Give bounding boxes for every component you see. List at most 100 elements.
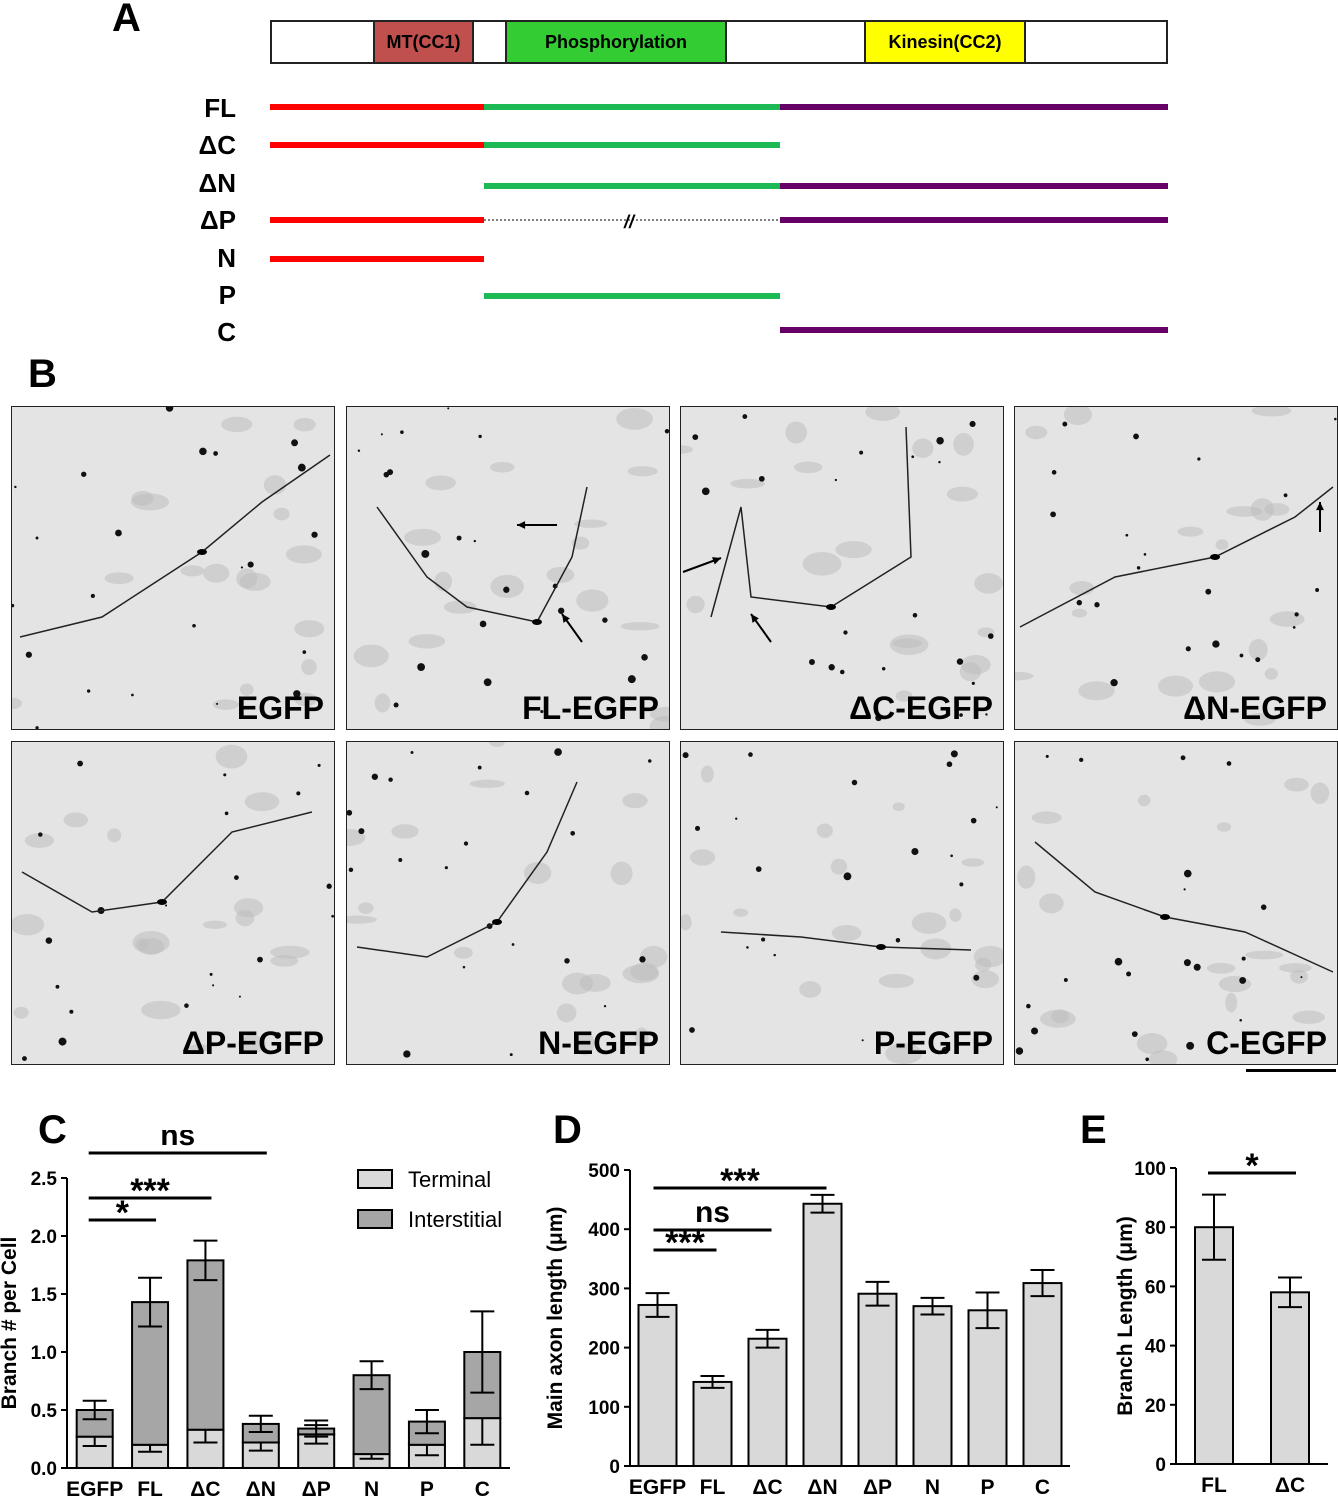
background-cell: [13, 1006, 29, 1019]
legend-label: Interstitial: [408, 1207, 502, 1232]
branch-arrow: [1316, 502, 1324, 532]
debris-dot: [45, 937, 53, 944]
debris-dot: [1079, 757, 1084, 763]
debris-dot: [184, 1003, 189, 1008]
x-tick-label: ΔP: [863, 1476, 892, 1499]
debris-dot: [971, 681, 975, 685]
debris-dot: [1315, 588, 1320, 592]
debris-dot: [1239, 653, 1244, 658]
x-tick-label: ΔN: [807, 1476, 837, 1499]
x-tick-label: FL: [700, 1476, 726, 1499]
debris-dot: [761, 937, 766, 942]
background-cell: [730, 478, 765, 489]
background-cell: [1069, 581, 1095, 596]
x-tick-label: ΔC: [752, 1476, 782, 1499]
debris-dot: [77, 760, 83, 767]
background-cell: [374, 693, 391, 713]
debris-dot: [383, 471, 390, 478]
bar: [857, 1292, 898, 1467]
debris-dot: [1051, 470, 1057, 475]
background-cell: [961, 858, 985, 867]
background-cell: [1063, 407, 1093, 426]
background-cell: [1216, 822, 1232, 832]
background-cell: [443, 600, 477, 614]
branch-arrow: [517, 521, 557, 529]
mt-domain: MT(CC1): [373, 22, 474, 62]
debris-dot: [393, 702, 399, 708]
debris-dot: [843, 872, 852, 881]
background-cell: [579, 974, 611, 992]
background-cell: [640, 945, 668, 968]
background-cell: [556, 1003, 577, 1023]
micrograph-label: N-EGFP: [538, 1025, 659, 1061]
background-cell: [892, 802, 905, 812]
y-tick-label: 0.5: [31, 1401, 58, 1422]
legend-label: Terminal: [408, 1167, 491, 1192]
micrograph-label: ΔC-EGFP: [849, 690, 993, 726]
background-cell: [1136, 1033, 1168, 1055]
debris-dot: [456, 535, 462, 541]
micrograph-label: ΔN-EGFP: [1183, 690, 1327, 726]
error-bar: [1202, 1193, 1226, 1261]
debris-dot: [326, 883, 332, 889]
scale-bar: [1246, 1069, 1336, 1072]
construct-label-fl: FL: [204, 93, 236, 123]
debris-dot: [371, 773, 379, 780]
debris-dot: [1062, 421, 1068, 427]
background-cell: [263, 475, 287, 495]
debris-dot: [1193, 963, 1201, 971]
error-bar: [700, 1375, 725, 1389]
debris-dot: [90, 593, 95, 599]
neuron-axon: [1034, 841, 1334, 973]
y-tick-label: 100: [1134, 1159, 1166, 1180]
debris-dot: [639, 956, 646, 963]
bar: [912, 1305, 953, 1467]
background-cell: [885, 1043, 923, 1064]
debris-dot: [1063, 977, 1068, 982]
debris-dot: [748, 752, 753, 757]
background-cell: [408, 634, 446, 649]
significance-label: ns: [695, 1196, 730, 1229]
background-cell: [12, 697, 23, 710]
debris-dot: [1136, 566, 1141, 570]
panel-d-letter: D: [553, 1108, 582, 1152]
background-cell: [294, 620, 325, 638]
background-cell: [949, 908, 962, 922]
micrograph-label: C-EGFP: [1206, 1025, 1327, 1061]
background-cell: [616, 408, 653, 430]
debris-dot: [1239, 1018, 1243, 1022]
y-tick-label: 2.0: [31, 1227, 57, 1248]
debris-dot: [911, 847, 919, 856]
debris-dot: [302, 650, 307, 654]
debris-dot: [1126, 971, 1132, 977]
y-tick-label: 200: [588, 1339, 620, 1360]
background-cell: [1198, 671, 1236, 693]
x-tick-label: P: [420, 1478, 434, 1500]
construct-label-delta-c: ΔC: [198, 130, 236, 160]
gap-mark: //: [623, 212, 636, 232]
debris-dot: [447, 407, 450, 410]
debris-dot: [995, 806, 998, 809]
debris-dot: [131, 693, 134, 697]
debris-dot: [554, 748, 562, 756]
background-cell: [453, 946, 473, 959]
debris-dot: [421, 549, 430, 558]
background-cell: [104, 572, 134, 585]
background-cell: [1284, 777, 1309, 792]
debris-dot: [1050, 511, 1056, 518]
background-cell: [1137, 794, 1151, 807]
debris-dot: [1226, 761, 1232, 766]
background-cell: [634, 1027, 649, 1048]
debris-dot: [1185, 646, 1191, 652]
background-cell: [215, 744, 248, 769]
debris-dot: [247, 561, 254, 568]
background-cell: [202, 920, 228, 929]
debris-dot: [973, 974, 980, 981]
debris-dot: [199, 447, 207, 456]
y-axis-label: Main axon length (μm): [544, 1207, 567, 1430]
background-cell: [1039, 893, 1064, 914]
bar-interstitial: [186, 1259, 225, 1431]
background-cell: [835, 541, 872, 559]
background-cell: [912, 438, 934, 458]
debris-dot: [388, 777, 393, 782]
